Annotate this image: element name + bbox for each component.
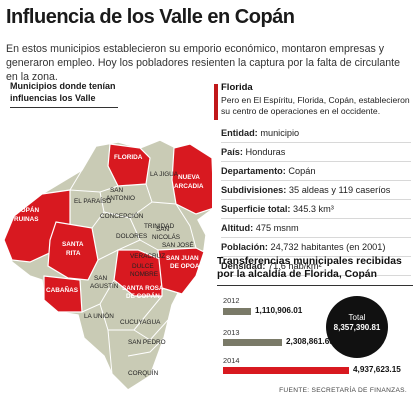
map-label-dolores: DOLORES	[116, 233, 147, 240]
map-label-santa-rita-1: SANTA	[62, 241, 84, 248]
map-label-cucuyagua: CUCUYAGUA	[120, 319, 161, 326]
region-nueva-arcadia	[171, 143, 212, 215]
fact-label: Población:	[221, 242, 268, 252]
copan-map: FLORIDA LA JIGUA NUEVA ARCADIA EL PARAÍS…	[3, 139, 212, 391]
fact-value: 475 msnm	[255, 223, 299, 233]
fact-row: Entidad: municipio	[221, 124, 411, 143]
total-label: Total	[348, 313, 366, 322]
map-label-corquin: CORQUÍN	[128, 368, 159, 377]
map-label-copan-ruinas-1: COPÁN	[16, 205, 39, 214]
accent-bar	[214, 84, 218, 120]
year-label: 2013	[223, 328, 240, 337]
bar-2014	[223, 367, 349, 374]
fact-row: Altitud: 475 msnm	[221, 219, 411, 238]
map-label-san-antonio-2: ANTONIO	[106, 195, 135, 202]
fact-label: Departamento:	[221, 166, 286, 176]
intro-text: En estos municipios establecieron su emp…	[6, 43, 400, 83]
municipal-borders	[69, 169, 197, 375]
map-label-san-nicolas-2: NICOLÁS	[152, 232, 180, 241]
info-title: Florida	[221, 82, 253, 93]
map-label-san-agustin-2: AGUSTÍN	[90, 281, 119, 290]
fact-value: 35 aldeas y 119 caseríos	[288, 185, 391, 195]
bar-2012	[223, 308, 251, 315]
map-label-copan-ruinas-2: RUINAS	[14, 216, 39, 223]
year-label: 2012	[223, 296, 240, 305]
fact-row: Superficie total: 345.3 km³	[221, 200, 411, 219]
map-label-san-pedro: SAN PEDRO	[128, 339, 166, 346]
fact-value: Copán	[288, 166, 316, 176]
fact-value: 24,732 habitantes (en 2001)	[270, 242, 386, 252]
map-label-san-nicolas-1: SAN	[156, 226, 170, 233]
chart-divider	[217, 285, 413, 286]
total-badge: Total 8,357,390.81	[326, 296, 388, 358]
map-label-santa-rosa-2: DE COPÁN	[126, 291, 160, 300]
map-label-la-union: LA UNIÓN	[84, 311, 114, 320]
chart-title: Transferencias municipales recibidas por…	[217, 256, 402, 280]
fact-value: 345.3 km³	[293, 204, 334, 214]
source-note: FUENTE: SECRETARÍA DE FINANZAS.	[279, 387, 407, 394]
map-label-san-juan-1: SAN JUAN	[166, 255, 199, 262]
map-label-cabanas: CABAÑAS	[46, 285, 79, 294]
fact-value: 71.6 hab/km²	[267, 261, 322, 271]
map-label-el-paraiso: EL PARAÍSO	[74, 196, 111, 205]
fact-label: Densidad:	[221, 261, 266, 271]
page-title: Influencia de los Valle en Copán	[6, 6, 295, 28]
fact-value: municipio	[260, 128, 300, 138]
fact-label: Subdivisiones:	[221, 185, 287, 195]
map-label-trinidad: TRINIDAD	[144, 223, 175, 230]
map-label-nueva-arcadia-1: NUEVA	[178, 174, 200, 181]
fact-row: Población: 24,732 habitantes (en 2001)	[221, 238, 411, 257]
map-label-dulce-2: NOMBRE	[130, 271, 158, 278]
map-label-san-juan-2: DE OPOA	[170, 263, 200, 270]
year-label: 2014	[223, 356, 240, 365]
bar-value-label: 4,937,623.15	[353, 365, 401, 374]
map-label-la-jigua: LA JIGUA	[150, 171, 179, 178]
bar-value-label: 2,308,861.65	[286, 337, 334, 346]
fact-row: País: Honduras	[221, 143, 411, 162]
fact-label: Superficie total:	[221, 204, 291, 214]
map-label-san-jose: SAN JOSÉ	[162, 240, 194, 249]
total-value: 8,357,390.81	[333, 323, 381, 332]
map-label-dulce-1: DULCE	[132, 263, 154, 270]
map-label-concepcion: CONCEPCIÓN	[100, 211, 144, 220]
fact-value: Honduras	[245, 147, 286, 157]
fact-label: País:	[221, 147, 243, 157]
facts-list: Entidad: municipio País: Honduras Depart…	[221, 124, 411, 276]
info-description: Pero en El Espíritu, Florida, Copán, est…	[221, 95, 410, 116]
region-santa-rita	[47, 221, 99, 281]
map-label-nueva-arcadia-2: ARCADIA	[174, 183, 204, 190]
map-label: Municipios donde tenían influencias los …	[10, 80, 118, 108]
map-label-veracruz: VERACRUZ	[130, 253, 165, 260]
region-cabanas	[43, 275, 83, 313]
fact-label: Altitud:	[221, 223, 254, 233]
bar-2013	[223, 339, 282, 346]
fact-row: Departamento: Copán	[221, 162, 411, 181]
map-label-san-antonio-1: SAN	[110, 187, 124, 194]
bar-value-label: 1,110,906.01	[255, 306, 303, 315]
fact-row: Densidad: 71.6 hab/km²	[221, 257, 411, 276]
fact-row: Subdivisiones: 35 aldeas y 119 caseríos	[221, 181, 411, 200]
map-label-san-agustin-1: SAN	[94, 275, 108, 282]
map-label-santa-rosa-1: SANTA ROSA	[122, 285, 164, 292]
map-label-florida: FLORIDA	[114, 154, 143, 161]
fact-label: Entidad:	[221, 128, 258, 138]
map-label-santa-rita-2: RITA	[66, 250, 81, 257]
